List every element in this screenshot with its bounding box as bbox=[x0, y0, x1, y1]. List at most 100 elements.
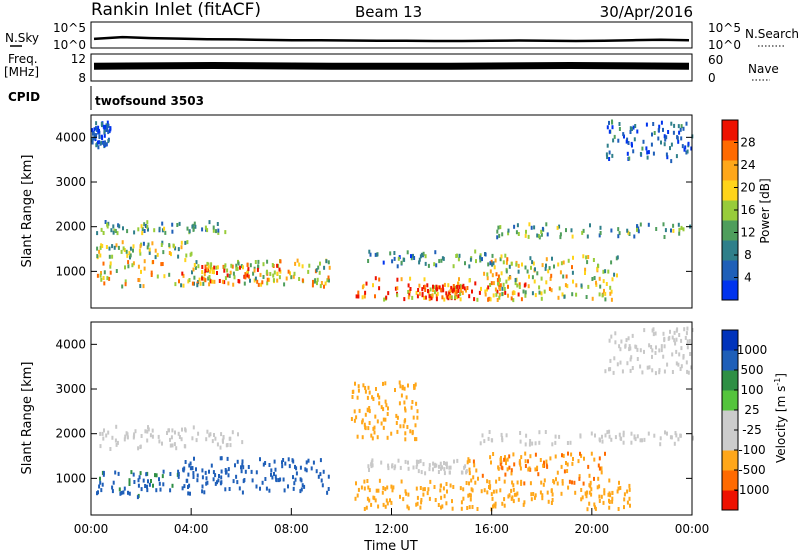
range-gate-cell bbox=[158, 226, 161, 231]
range-gate-cell bbox=[235, 263, 238, 268]
range-gate-cell bbox=[113, 245, 116, 250]
range-gate-cell bbox=[610, 437, 613, 442]
range-gate-cell bbox=[604, 369, 607, 374]
range-gate-cell bbox=[555, 477, 557, 482]
range-gate-cell bbox=[544, 266, 547, 271]
range-gate-cell bbox=[238, 279, 241, 284]
range-gate-cell bbox=[211, 279, 214, 284]
range-gate-cell bbox=[278, 267, 281, 272]
range-gate-cell bbox=[498, 233, 501, 238]
range-gate-cell bbox=[162, 482, 165, 487]
range-gate-cell bbox=[444, 461, 447, 466]
range-gate-cell bbox=[688, 339, 691, 344]
colorbar-segment bbox=[722, 450, 738, 471]
range-gate-cell bbox=[161, 474, 164, 479]
range-gate-cell bbox=[527, 234, 530, 239]
range-gate-cell bbox=[112, 230, 115, 235]
range-gate-cell bbox=[559, 232, 562, 237]
range-gate-cell bbox=[540, 296, 543, 301]
range-gate-cell bbox=[124, 282, 127, 287]
range-gate-cell bbox=[143, 266, 146, 271]
range-gate-cell bbox=[233, 275, 236, 280]
range-gate-cell bbox=[608, 505, 611, 510]
range-gate-cell bbox=[254, 276, 257, 281]
range-gate-cell bbox=[679, 367, 682, 371]
range-gate-cell bbox=[363, 294, 366, 299]
range-gate-cell bbox=[484, 252, 487, 257]
range-gate-cell bbox=[103, 270, 106, 275]
range-gate-cell bbox=[362, 383, 365, 388]
range-gate-cell bbox=[498, 292, 501, 297]
range-gate-cell bbox=[643, 437, 646, 442]
range-gate-cell bbox=[437, 503, 440, 507]
range-gate-cell bbox=[608, 491, 611, 496]
range-gate-cell bbox=[152, 260, 155, 264]
range-gate-cell bbox=[432, 288, 435, 293]
range-gate-cell bbox=[100, 488, 103, 493]
freq-right-tick-bottom: 0 bbox=[708, 71, 716, 85]
range-gate-cell bbox=[204, 268, 207, 273]
range-gate-cell bbox=[501, 232, 504, 237]
range-gate-cell bbox=[435, 284, 438, 289]
range-gate-cell bbox=[412, 465, 415, 470]
range-gate-cell bbox=[209, 432, 212, 437]
range-gate-cell bbox=[158, 477, 160, 482]
range-gate-cell bbox=[558, 224, 561, 229]
range-gate-cell bbox=[304, 467, 307, 472]
range-gate-cell bbox=[567, 485, 570, 490]
velocity-data-cells bbox=[96, 326, 694, 512]
range-gate-cell bbox=[109, 447, 112, 451]
range-gate-cell bbox=[586, 234, 589, 239]
range-gate-cell bbox=[196, 478, 199, 483]
range-gate-cell bbox=[327, 275, 330, 280]
range-gate-cell bbox=[395, 413, 398, 418]
range-gate-cell bbox=[198, 277, 201, 282]
range-gate-cell bbox=[596, 266, 599, 271]
range-gate-cell bbox=[303, 484, 306, 489]
range-gate-cell bbox=[458, 253, 461, 258]
range-gate-cell bbox=[178, 435, 181, 439]
range-gate-cell bbox=[374, 252, 377, 257]
range-gate-cell bbox=[618, 127, 621, 131]
range-gate-cell bbox=[543, 460, 545, 465]
range-gate-cell bbox=[410, 405, 413, 410]
range-gate-cell bbox=[435, 263, 438, 268]
range-gate-cell bbox=[196, 283, 199, 288]
range-gate-cell bbox=[105, 433, 108, 438]
range-gate-cell bbox=[673, 330, 676, 335]
range-gate-cell bbox=[99, 245, 102, 250]
range-gate-cell bbox=[680, 124, 683, 129]
range-gate-cell bbox=[353, 418, 356, 423]
range-gate-cell bbox=[221, 279, 224, 284]
range-gate-cell bbox=[516, 223, 519, 228]
range-gate-cell bbox=[491, 273, 494, 278]
range-gate-cell bbox=[473, 297, 476, 302]
range-gate-cell bbox=[214, 473, 217, 478]
range-gate-cell bbox=[118, 224, 121, 229]
range-gate-cell bbox=[382, 260, 385, 265]
range-gate-cell bbox=[648, 365, 651, 370]
range-gate-cell bbox=[424, 471, 427, 476]
range-gate-cell bbox=[146, 245, 149, 250]
velocity-colorbar-label: Velocity [m s-1] bbox=[773, 373, 788, 463]
range-gate-cell bbox=[407, 466, 410, 471]
range-gate-cell bbox=[488, 296, 491, 301]
range-gate-cell bbox=[223, 280, 226, 285]
range-gate-cell bbox=[154, 248, 157, 253]
time-axis-label: Time UT bbox=[363, 539, 417, 554]
range-gate-cell bbox=[663, 235, 666, 239]
range-gate-cell bbox=[551, 498, 554, 502]
range-gate-cell bbox=[437, 285, 440, 290]
range-gate-cell bbox=[117, 223, 120, 228]
range-gate-cell bbox=[98, 134, 101, 139]
range-gate-cell bbox=[577, 459, 580, 464]
range-gate-cell bbox=[527, 459, 529, 464]
range-gate-cell bbox=[268, 488, 271, 493]
range-gate-cell bbox=[170, 252, 172, 257]
range-gate-cell bbox=[415, 486, 418, 491]
range-gate-cell bbox=[323, 284, 325, 289]
colorbar-segment bbox=[722, 220, 738, 241]
range-gate-cell bbox=[633, 234, 636, 239]
range-gate-cell bbox=[111, 435, 114, 440]
frequency-line bbox=[93, 61, 690, 70]
